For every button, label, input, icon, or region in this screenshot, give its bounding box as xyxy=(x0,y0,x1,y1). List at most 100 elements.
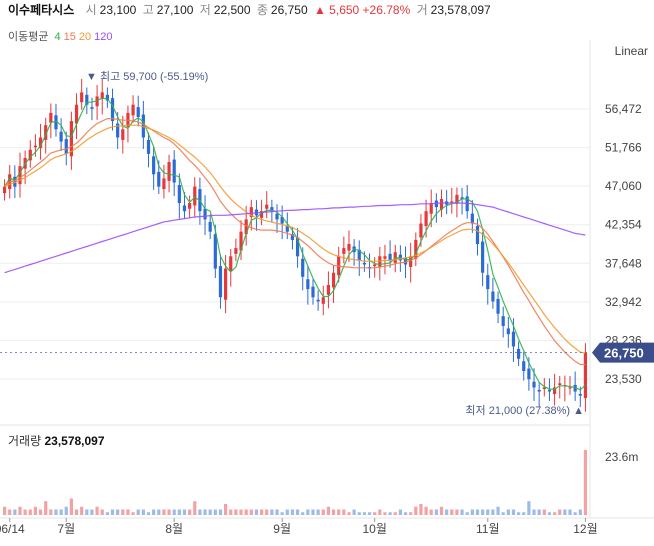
candle-body[interactable] xyxy=(224,268,228,300)
candle-body[interactable] xyxy=(116,123,120,138)
candle-body[interactable] xyxy=(100,92,104,99)
candle-body[interactable] xyxy=(573,384,577,392)
ma-legend-item[interactable]: 15 xyxy=(63,31,76,43)
candle-body[interactable] xyxy=(290,234,295,240)
candle-body[interactable] xyxy=(347,244,351,251)
candle-body[interactable] xyxy=(177,184,181,204)
candle-body[interactable] xyxy=(578,393,582,396)
candle-body[interactable] xyxy=(152,156,156,175)
candle-body[interactable] xyxy=(357,249,361,261)
candle-body[interactable] xyxy=(522,361,526,372)
candle-body[interactable] xyxy=(59,131,63,142)
candle-body[interactable] xyxy=(419,223,423,238)
candle-body[interactable] xyxy=(234,248,238,254)
candle-body[interactable] xyxy=(85,94,89,105)
candle-body[interactable] xyxy=(105,94,109,101)
candle-body[interactable] xyxy=(496,298,500,314)
candle-body[interactable] xyxy=(54,115,58,130)
candle-body[interactable] xyxy=(403,257,408,265)
candle-body[interactable] xyxy=(2,186,7,194)
candle-body[interactable] xyxy=(326,284,331,295)
candle-body[interactable] xyxy=(455,194,459,204)
candle-body[interactable] xyxy=(429,203,433,214)
candle-body[interactable] xyxy=(213,234,217,269)
candle-body[interactable] xyxy=(316,299,320,302)
candle-body[interactable] xyxy=(383,256,387,259)
candle-body[interactable] xyxy=(80,92,84,103)
candle-body[interactable] xyxy=(491,291,495,302)
candle-body[interactable] xyxy=(280,216,284,224)
candle-body[interactable] xyxy=(306,279,310,290)
candle-body[interactable] xyxy=(74,104,79,124)
candle-body[interactable] xyxy=(583,352,588,399)
candle-body[interactable] xyxy=(547,389,552,392)
candle-body[interactable] xyxy=(373,264,377,267)
candle-body[interactable] xyxy=(141,114,145,138)
moving-average-legend[interactable]: 이동평균 4 15 20 120 xyxy=(8,28,119,44)
candle-body[interactable] xyxy=(321,297,325,304)
candle-body[interactable] xyxy=(295,237,300,257)
candle-body[interactable] xyxy=(552,387,557,394)
candle-body[interactable] xyxy=(265,204,269,209)
candle-body[interactable] xyxy=(537,389,541,392)
candle-body[interactable] xyxy=(511,331,516,347)
candle-body[interactable] xyxy=(517,348,521,359)
candle-body[interactable] xyxy=(388,253,392,261)
candle-body[interactable] xyxy=(203,208,207,220)
candle-body[interactable] xyxy=(486,275,490,290)
candle-body[interactable] xyxy=(64,139,68,154)
candle-body[interactable] xyxy=(69,121,73,157)
candle-body[interactable] xyxy=(460,197,464,199)
ma-legend-item[interactable]: 4 xyxy=(54,31,61,43)
candle-body[interactable] xyxy=(270,207,274,212)
candle-body[interactable] xyxy=(558,383,562,385)
candle-body[interactable] xyxy=(506,328,510,335)
candle-body[interactable] xyxy=(470,213,474,224)
candle-body[interactable] xyxy=(49,112,53,123)
candle-body[interactable] xyxy=(110,98,115,122)
candle-body[interactable] xyxy=(409,256,413,267)
candle-body[interactable] xyxy=(450,201,454,203)
candle-body[interactable] xyxy=(475,225,480,245)
candle-body[interactable] xyxy=(331,272,336,288)
candle-body[interactable] xyxy=(28,149,32,161)
candle-body[interactable] xyxy=(362,262,366,265)
candle-body[interactable] xyxy=(285,225,289,232)
candle-body[interactable] xyxy=(167,162,171,181)
candle-body[interactable] xyxy=(208,221,212,232)
candle-body[interactable] xyxy=(172,159,176,183)
candle-body[interactable] xyxy=(568,387,572,389)
candle-body[interactable] xyxy=(532,381,536,388)
candle-body[interactable] xyxy=(193,186,197,206)
candle-body[interactable] xyxy=(501,316,505,326)
candle-body[interactable] xyxy=(542,387,546,390)
candle-body[interactable] xyxy=(188,203,192,209)
candle-body[interactable] xyxy=(13,176,17,187)
candle-body[interactable] xyxy=(301,258,305,277)
candle-body[interactable] xyxy=(218,266,223,298)
candle-body[interactable] xyxy=(481,241,485,273)
candle-body[interactable] xyxy=(244,219,248,235)
candle-body[interactable] xyxy=(439,198,444,210)
candle-body[interactable] xyxy=(311,286,315,298)
ma-legend-item[interactable]: 120 xyxy=(94,31,113,43)
candle-body[interactable] xyxy=(342,248,346,254)
candle-body[interactable] xyxy=(33,145,38,148)
candle-body[interactable] xyxy=(162,178,166,190)
candle-body[interactable] xyxy=(527,368,531,380)
candle-body[interactable] xyxy=(424,211,428,226)
candle-body[interactable] xyxy=(90,107,94,109)
candle-body[interactable] xyxy=(414,239,418,259)
candle-body[interactable] xyxy=(229,256,233,272)
candle-body[interactable] xyxy=(182,205,187,212)
candle-body[interactable] xyxy=(136,107,140,117)
candle-body[interactable] xyxy=(249,207,253,217)
candle-body[interactable] xyxy=(131,104,135,116)
scale-mode-toggle[interactable]: Linear xyxy=(614,44,648,58)
candle-body[interactable] xyxy=(239,231,243,251)
candle-body[interactable] xyxy=(259,211,264,218)
candle-body[interactable] xyxy=(95,96,99,107)
ma-legend-item[interactable]: 20 xyxy=(78,31,92,43)
candle-body[interactable] xyxy=(121,129,125,140)
